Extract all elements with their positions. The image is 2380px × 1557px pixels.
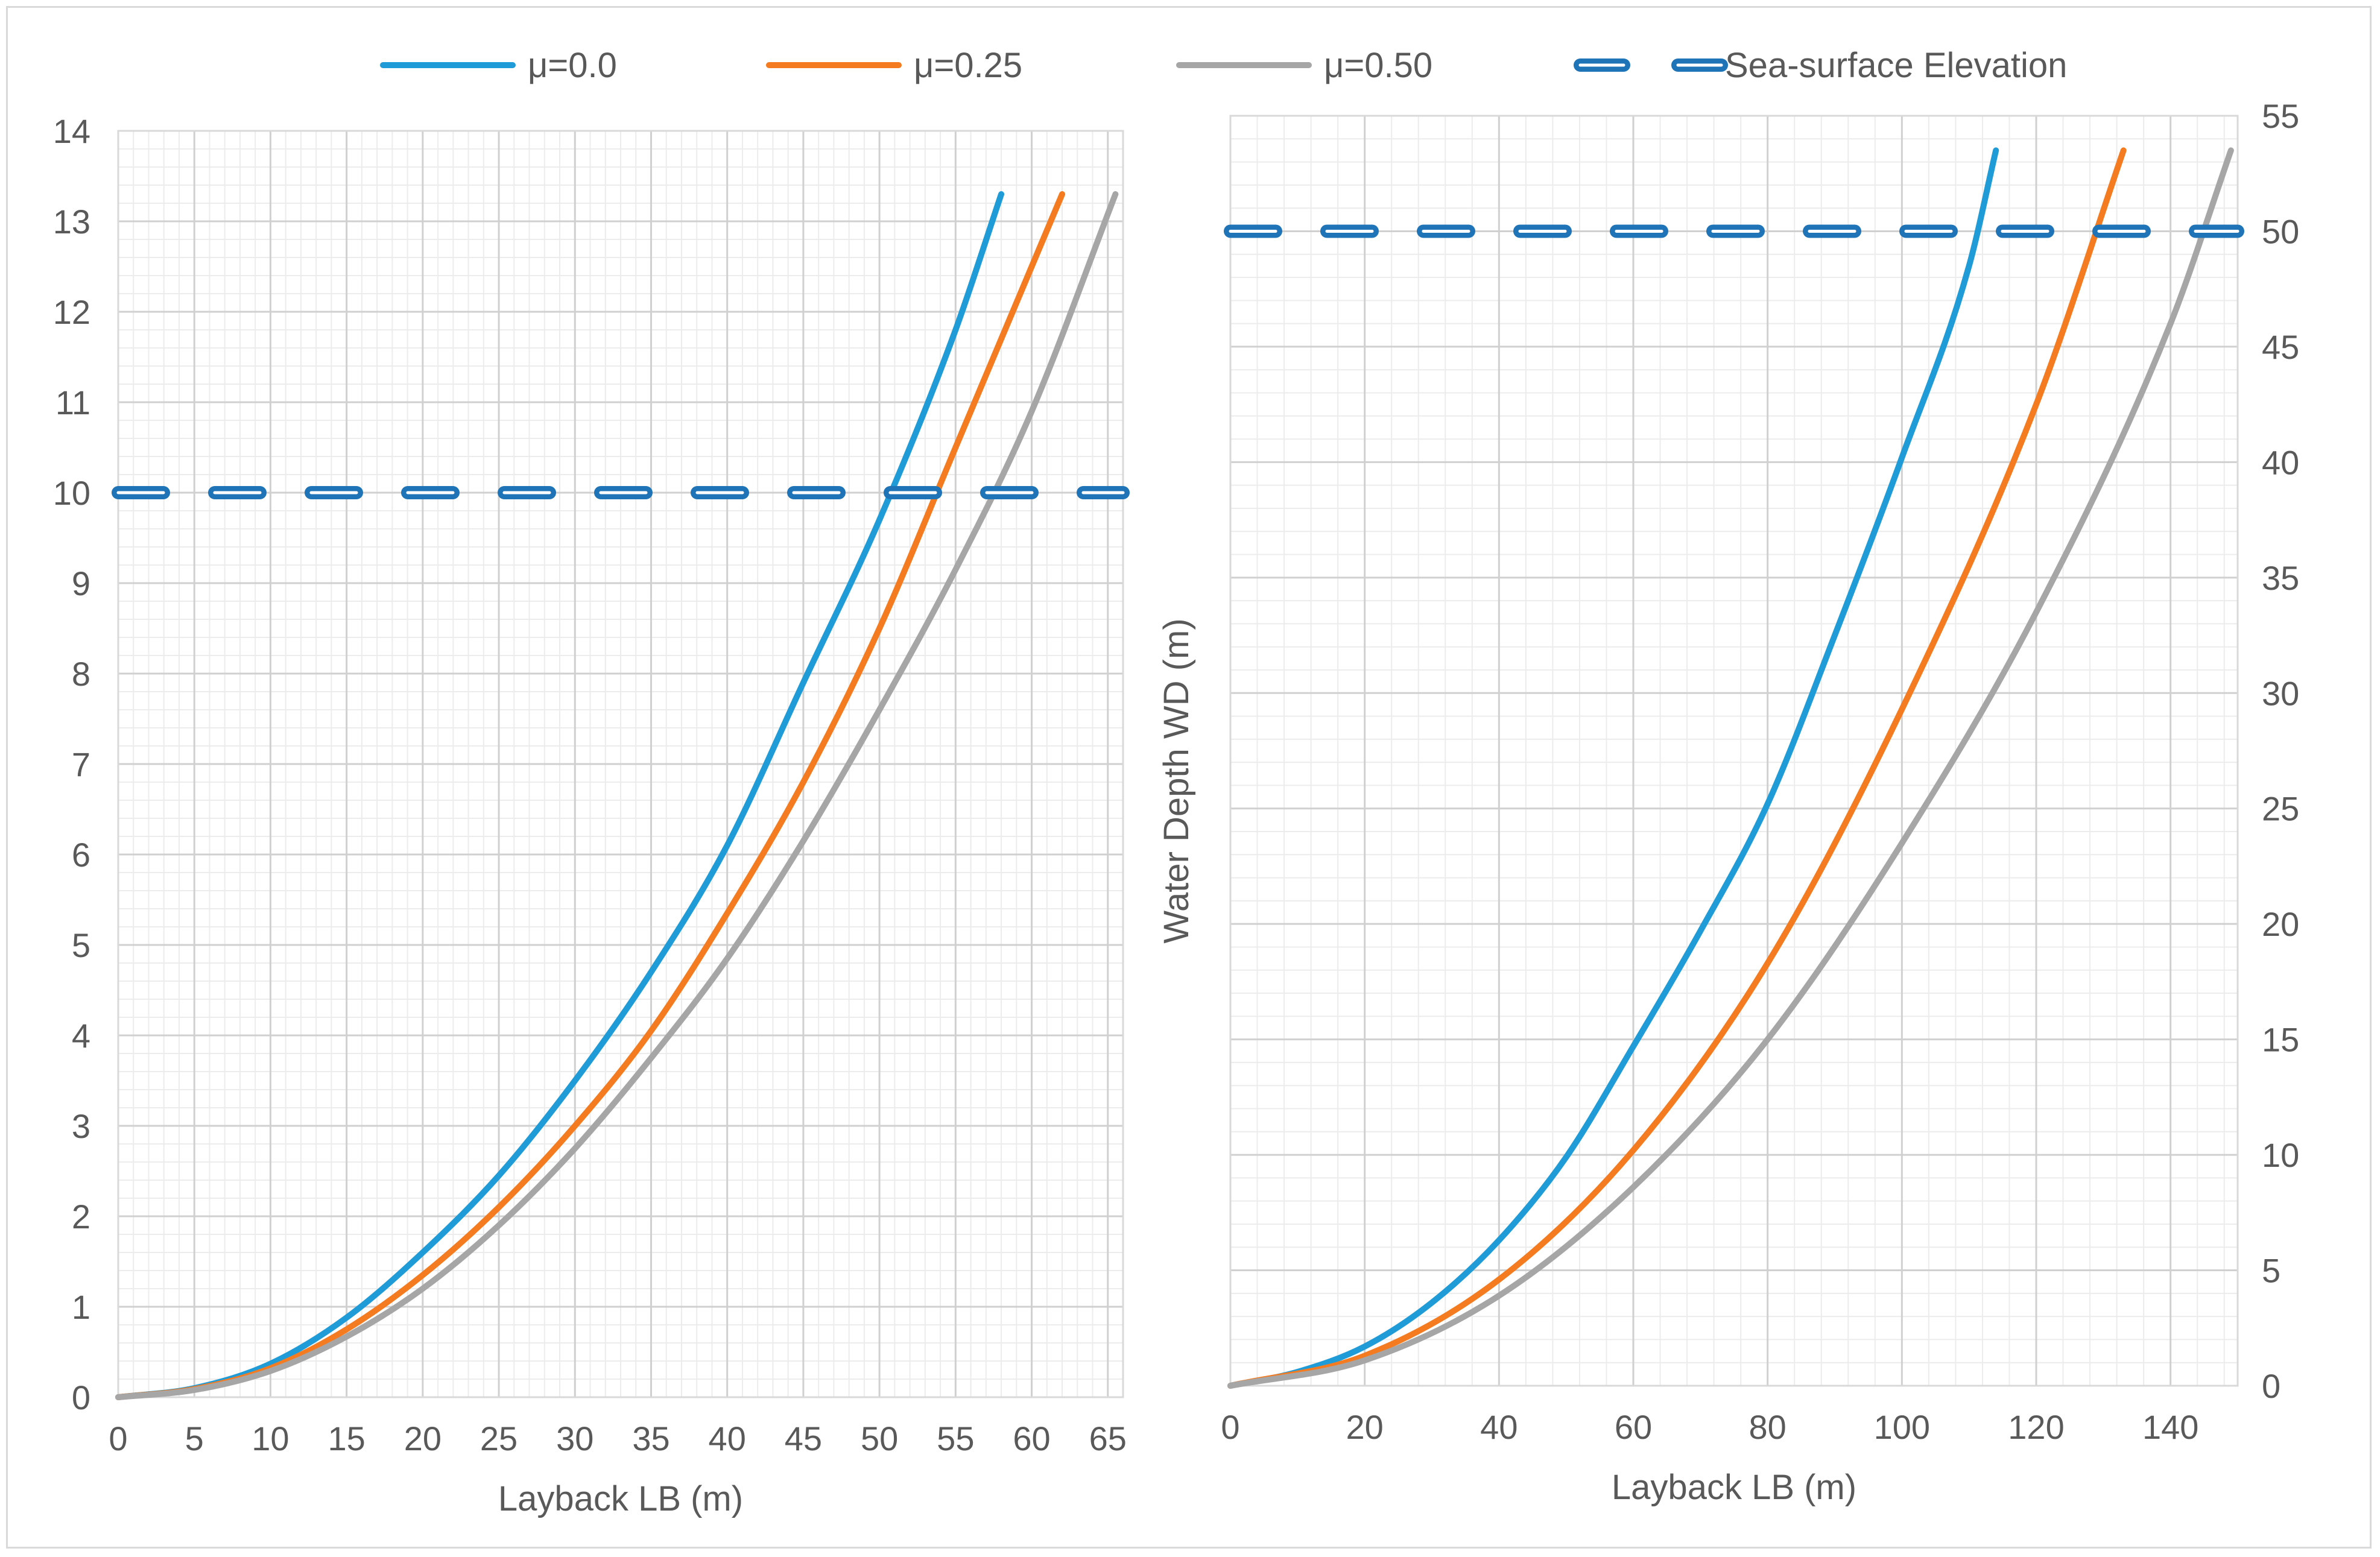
y-tick-label-20: 20 xyxy=(2262,905,2299,943)
x-tick-label-40: 40 xyxy=(1480,1408,1518,1446)
y-tick-label-6: 6 xyxy=(72,836,90,874)
y-tick-label-7: 7 xyxy=(72,745,90,783)
x-tick-label-15: 15 xyxy=(328,1420,365,1458)
x-tick-label-0: 0 xyxy=(109,1420,127,1458)
legend-label: μ=0.50 xyxy=(1324,46,1432,85)
y-tick-label-1: 1 xyxy=(72,1288,90,1326)
legend: μ=0.0 μ=0.25 μ=0.50 Sea-surface Elevation xyxy=(380,46,2067,85)
series-line-mu-0-50 xyxy=(1227,147,2234,1389)
x-tick-label-60: 60 xyxy=(1013,1420,1050,1458)
y-tick-label-13: 13 xyxy=(53,203,90,241)
legend-label: Sea-surface Elevation xyxy=(1725,46,2067,85)
x-tick-label-45: 45 xyxy=(785,1420,822,1458)
y-tick-label-30: 30 xyxy=(2262,674,2299,712)
series-line-mu-0-25 xyxy=(1227,147,2127,1389)
legend-item-mu-0-50: μ=0.50 xyxy=(1176,46,1432,85)
y-tick-label-45: 45 xyxy=(2262,328,2299,366)
series-line-mu-0-25 xyxy=(115,191,1066,1400)
x-axis-title: Layback LB (m) xyxy=(498,1479,743,1518)
x-tick-label-120: 120 xyxy=(2008,1408,2064,1446)
x-tick-label-5: 5 xyxy=(185,1420,204,1458)
x-axis-title: Layback LB (m) xyxy=(1612,1468,1856,1507)
y-tick-label-9: 9 xyxy=(72,564,90,602)
x-tick-label-65: 65 xyxy=(1089,1420,1127,1458)
y-tick-label-35: 35 xyxy=(2262,559,2299,597)
series-lines xyxy=(112,191,1130,1400)
x-tick-label-0: 0 xyxy=(1221,1408,1239,1446)
legend-item-mu-0-0: μ=0.0 xyxy=(380,46,617,85)
major-gridlines xyxy=(1229,115,2238,1387)
y-tick-label-2: 2 xyxy=(72,1198,90,1236)
x-tick-label-140: 140 xyxy=(2142,1408,2198,1446)
y-tick-label-14: 14 xyxy=(53,112,90,150)
x-tick-label-40: 40 xyxy=(709,1420,746,1458)
y-tick-label-5: 5 xyxy=(2262,1252,2280,1290)
plot-area-border xyxy=(117,130,1124,1398)
left-chart-panel: 0 5 10 15 20 25 30 35 40 45 50 55 60 6501234567891011… xyxy=(53,112,1130,1518)
legend-item-mu-0-25: μ=0.25 xyxy=(766,46,1022,85)
y-axis-title: Water Depth WD (m) xyxy=(1157,618,1196,943)
y-tick-label-12: 12 xyxy=(53,293,90,331)
y-tick-label-55: 55 xyxy=(2262,97,2299,135)
series-lines xyxy=(1224,147,2244,1389)
y-tick-label-11: 11 xyxy=(55,384,90,422)
tick-labels: 0 5 10 15 20 25 30 35 40 45 50 55 60 6501234567891011… xyxy=(53,112,1127,1458)
y-tick-label-4: 4 xyxy=(72,1017,90,1055)
series-line-mu-0-50 xyxy=(115,191,1119,1400)
y-tick-label-50: 50 xyxy=(2262,212,2299,250)
x-tick-label-20: 20 xyxy=(1346,1408,1384,1446)
x-tick-label-30: 30 xyxy=(556,1420,593,1458)
right-chart-panel: 0 20 40 60 80 100 120 140 0 5 10 15 20 25 30 35 40 45 50 55… xyxy=(1157,97,2299,1507)
y-tick-label-8: 8 xyxy=(72,655,90,693)
x-tick-label-10: 10 xyxy=(252,1420,289,1458)
y-tick-label-3: 3 xyxy=(72,1107,90,1145)
tick-labels: 0 20 40 60 80 100 120 140 0 5 10 15 20 25 30 35 40 45 50 55 xyxy=(1221,97,2299,1446)
figure-frame xyxy=(6,6,2372,1549)
x-tick-label-35: 35 xyxy=(632,1420,669,1458)
x-tick-label-100: 100 xyxy=(1874,1408,1930,1446)
x-tick-label-55: 55 xyxy=(937,1420,974,1458)
x-tick-label-50: 50 xyxy=(861,1420,898,1458)
x-tick-label-60: 60 xyxy=(1615,1408,1652,1446)
y-tick-label-5: 5 xyxy=(72,926,90,964)
y-tick-label-25: 25 xyxy=(2262,790,2299,828)
y-tick-label-10: 10 xyxy=(2262,1136,2299,1174)
legend-item-sea-surface-elevation: Sea-surface Elevation xyxy=(1574,46,2067,85)
legend-label: μ=0.0 xyxy=(528,46,617,85)
y-tick-label-10: 10 xyxy=(53,474,90,512)
x-tick-label-20: 20 xyxy=(404,1420,442,1458)
y-tick-label-40: 40 xyxy=(2262,443,2299,481)
minor-gridlines xyxy=(1230,115,2238,1386)
x-tick-label-80: 80 xyxy=(1749,1408,1787,1446)
series-line-mu-0-0 xyxy=(115,191,1005,1400)
y-tick-label-15: 15 xyxy=(2262,1021,2299,1059)
y-tick-label-0: 0 xyxy=(72,1379,90,1416)
legend-label: μ=0.25 xyxy=(914,46,1022,85)
y-tick-label-0: 0 xyxy=(2262,1367,2280,1405)
series-line-mu-0-0 xyxy=(1227,147,1999,1389)
x-tick-label-25: 25 xyxy=(480,1420,517,1458)
plot-area-border xyxy=(1229,115,2239,1387)
